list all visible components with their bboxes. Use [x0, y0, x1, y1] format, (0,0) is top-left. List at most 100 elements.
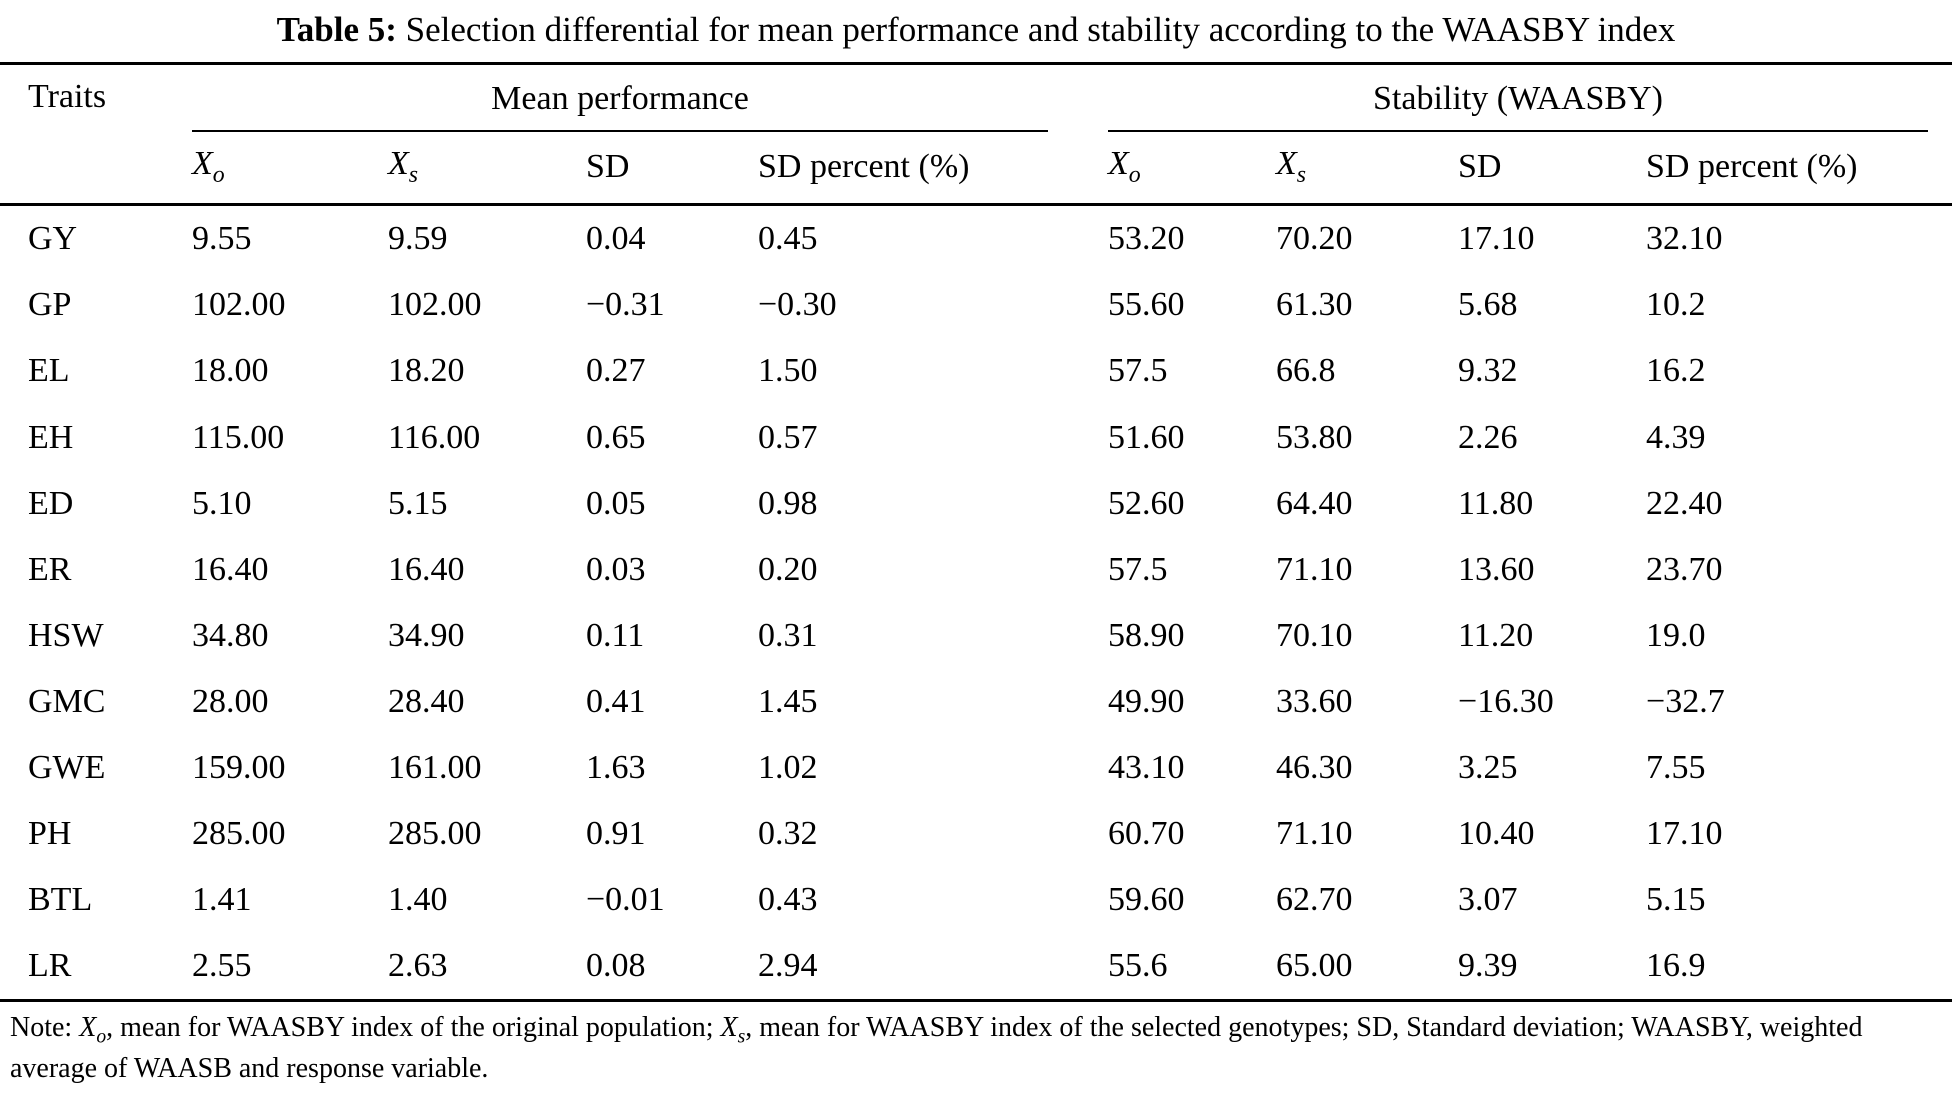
traits-header: Traits — [0, 65, 192, 207]
data-cell: 5.68 — [1458, 286, 1518, 324]
table-row: PH 285.00 285.00 0.91 0.32 60.70 71.10 1… — [0, 801, 1952, 867]
data-cell: 0.31 — [758, 616, 818, 654]
table-row: GP 102.00 102.00 −0.31 −0.30 55.60 61.30… — [0, 272, 1952, 338]
subheader-stability-xs: Xs — [1276, 132, 1459, 207]
data-cell: 0.11 — [586, 616, 645, 654]
table-row: BTL 1.41 1.40 −0.01 0.43 59.60 62.70 3.0… — [0, 867, 1952, 933]
data-cell: 23.70 — [1646, 550, 1723, 588]
data-cell: 5.15 — [1646, 881, 1706, 919]
data-cell: 1.41 — [192, 881, 252, 919]
table-head: Traits Mean performance Stability (WAASB… — [0, 65, 1952, 207]
data-cell: 10.2 — [1646, 286, 1706, 324]
data-cell: 9.59 — [388, 220, 448, 258]
trait-cell: GY — [28, 220, 78, 258]
table-row: ER 16.40 16.40 0.03 0.20 57.5 71.10 13.6… — [0, 537, 1952, 603]
data-cell: 0.04 — [586, 220, 646, 258]
table-body: GY 9.55 9.59 0.04 0.45 53.20 70.20 17.10… — [0, 205, 1952, 1003]
data-cell: 16.9 — [1646, 933, 1952, 1003]
data-cell: 102.00 — [388, 286, 482, 324]
data-cell: 18.20 — [388, 352, 465, 390]
data-cell: 57.5 — [1108, 550, 1168, 588]
data-cell: 0.27 — [586, 352, 646, 390]
data-cell: 28.40 — [388, 682, 465, 720]
data-cell: 43.10 — [1108, 749, 1185, 786]
table-row: GMC 28.00 28.40 0.41 1.45 49.90 33.60 −1… — [0, 669, 1952, 735]
trait-cell: BTL — [28, 881, 93, 919]
xs-base: X — [388, 145, 409, 183]
data-cell: −0.01 — [586, 881, 665, 919]
note-xo-base: X — [79, 1012, 97, 1044]
data-cell: 34.80 — [192, 616, 269, 654]
data-cell: 285.00 — [388, 815, 482, 853]
group-header-row: Traits Mean performance Stability (WAASB… — [0, 65, 1952, 207]
table-note: Note: Xo, mean for WAASBY index of the o… — [0, 1002, 1952, 1087]
table-number-label: Table 5: — [276, 10, 397, 49]
data-cell: 64.40 — [1276, 484, 1353, 522]
xs-base: X — [1276, 145, 1297, 183]
xo-subscript: o — [212, 161, 225, 188]
xs-subscript: s — [408, 161, 419, 188]
data-cell: 2.63 — [388, 933, 586, 1003]
data-cell: 0.45 — [758, 220, 818, 258]
data-cell: 19.0 — [1646, 616, 1706, 654]
table-row: GY 9.55 9.59 0.04 0.45 53.20 70.20 17.10… — [0, 205, 1952, 273]
trait-cell: ER — [28, 550, 72, 588]
data-cell: 18.00 — [192, 352, 269, 390]
data-cell: 1.63 — [586, 749, 646, 786]
trait-cell: ED — [28, 484, 74, 522]
title-rule — [0, 62, 1952, 65]
note-xs-base: X — [720, 1012, 738, 1044]
data-cell: 0.98 — [758, 484, 818, 522]
table-title-text: Selection differential for mean performa… — [405, 10, 1676, 49]
trait-cell: GMC — [28, 682, 106, 720]
subheader-stability-xo: Xo — [1108, 132, 1277, 207]
data-cell: −32.7 — [1646, 682, 1725, 720]
data-cell: 1.50 — [758, 352, 818, 390]
data-cell: −0.31 — [586, 286, 665, 324]
data-cell: 7.55 — [1646, 749, 1706, 786]
data-cell: 71.10 — [1276, 550, 1353, 588]
data-cell: 53.80 — [1276, 418, 1353, 456]
xo-base: X — [192, 145, 213, 183]
data-cell: 13.60 — [1458, 550, 1535, 588]
data-cell: 55.6 — [1108, 933, 1277, 1003]
trait-cell: LR — [0, 933, 192, 1003]
subheader-stability-sd: SD — [1458, 132, 1647, 207]
data-cell: 0.91 — [586, 815, 646, 853]
note-segment-original: , mean for WAASBY index of the original … — [106, 1012, 714, 1044]
trait-cell: EH — [28, 418, 74, 456]
data-cell: 116.00 — [388, 418, 481, 456]
data-cell: 49.90 — [1108, 682, 1185, 720]
data-cell: 0.32 — [758, 815, 818, 853]
data-cell: 3.07 — [1458, 881, 1518, 919]
data-cell: 55.60 — [1108, 286, 1185, 324]
data-cell: 53.20 — [1108, 220, 1185, 258]
table-row: LR 2.55 2.63 0.08 2.94 55.6 65.00 9.39 1… — [0, 933, 1952, 1003]
data-cell: 1.40 — [388, 881, 448, 919]
data-cell: 51.60 — [1108, 418, 1185, 456]
data-cell: 1.45 — [758, 682, 818, 720]
data-cell: 17.10 — [1646, 815, 1723, 853]
note-segment-selected: , mean for WAASBY index of the selected … — [10, 1012, 1863, 1084]
data-cell: 285.00 — [192, 815, 286, 853]
data-cell: 102.00 — [192, 286, 286, 324]
data-cell: 0.43 — [758, 881, 818, 919]
subheader-mean-xo: Xo — [192, 132, 388, 207]
data-cell: 10.40 — [1458, 815, 1535, 853]
data-cell: 28.00 — [192, 682, 269, 720]
data-cell: 0.65 — [586, 418, 646, 456]
data-cell: 22.40 — [1646, 484, 1723, 522]
data-cell: −16.30 — [1458, 682, 1554, 720]
xs-subscript: s — [1296, 161, 1307, 188]
xo-subscript: o — [1128, 161, 1141, 188]
data-cell: 0.57 — [758, 418, 818, 456]
data-cell: 11.20 — [1458, 616, 1534, 654]
data-cell: 2.55 — [192, 933, 388, 1003]
group-header-mean: Mean performance — [192, 77, 1049, 133]
trait-cell: PH — [28, 815, 72, 853]
data-cell: 16.40 — [192, 550, 269, 588]
data-cell: 2.26 — [1458, 418, 1518, 456]
data-cell: 16.40 — [388, 550, 465, 588]
data-cell: 62.70 — [1276, 881, 1353, 919]
